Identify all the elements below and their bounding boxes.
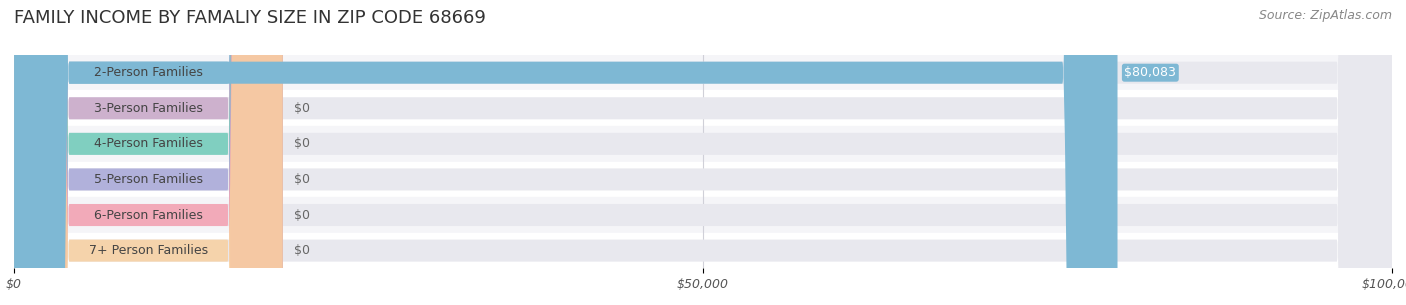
- Text: $80,083: $80,083: [1125, 66, 1177, 79]
- FancyBboxPatch shape: [14, 0, 1392, 305]
- Text: $0: $0: [294, 137, 309, 150]
- FancyBboxPatch shape: [14, 0, 1118, 305]
- Text: 3-Person Families: 3-Person Families: [94, 102, 202, 115]
- FancyBboxPatch shape: [14, 0, 1392, 305]
- Text: Source: ZipAtlas.com: Source: ZipAtlas.com: [1258, 9, 1392, 22]
- FancyBboxPatch shape: [14, 0, 283, 305]
- Text: 7+ Person Families: 7+ Person Families: [89, 244, 208, 257]
- Text: 2-Person Families: 2-Person Families: [94, 66, 202, 79]
- Text: $0: $0: [294, 209, 309, 221]
- FancyBboxPatch shape: [14, 0, 1392, 305]
- Text: $0: $0: [294, 173, 309, 186]
- Text: $0: $0: [294, 102, 309, 115]
- Text: 4-Person Families: 4-Person Families: [94, 137, 202, 150]
- Text: $0: $0: [294, 244, 309, 257]
- FancyBboxPatch shape: [14, 0, 1392, 305]
- FancyBboxPatch shape: [14, 0, 283, 305]
- Bar: [14, 91, 1392, 126]
- Bar: [14, 55, 1392, 91]
- FancyBboxPatch shape: [14, 0, 1392, 305]
- Bar: [14, 162, 1392, 197]
- Text: FAMILY INCOME BY FAMALIY SIZE IN ZIP CODE 68669: FAMILY INCOME BY FAMALIY SIZE IN ZIP COD…: [14, 9, 486, 27]
- FancyBboxPatch shape: [14, 0, 283, 305]
- Bar: [14, 197, 1392, 233]
- Text: 6-Person Families: 6-Person Families: [94, 209, 202, 221]
- Bar: [14, 126, 1392, 162]
- FancyBboxPatch shape: [14, 0, 283, 305]
- Bar: [14, 233, 1392, 268]
- FancyBboxPatch shape: [14, 0, 283, 305]
- Text: 5-Person Families: 5-Person Families: [94, 173, 202, 186]
- FancyBboxPatch shape: [14, 0, 1392, 305]
- FancyBboxPatch shape: [14, 0, 283, 305]
